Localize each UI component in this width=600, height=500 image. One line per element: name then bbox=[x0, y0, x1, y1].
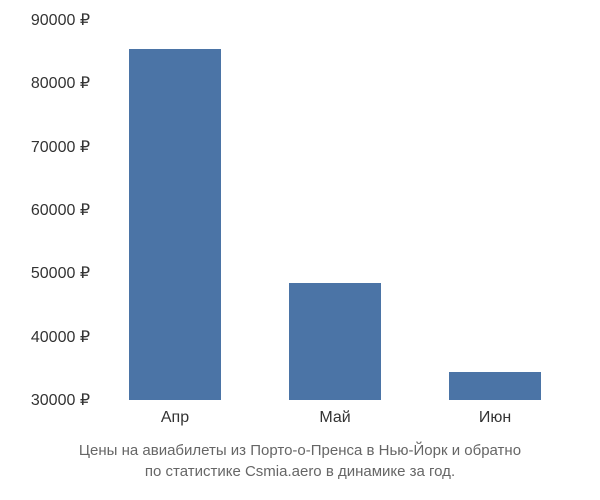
x-axis: Апр Май Июн bbox=[95, 405, 575, 435]
y-axis: 30000 ₽40000 ₽50000 ₽60000 ₽70000 ₽80000… bbox=[0, 20, 90, 400]
y-tick-label: 30000 ₽ bbox=[31, 390, 90, 410]
y-tick-label: 50000 ₽ bbox=[31, 263, 90, 283]
plot-area bbox=[95, 20, 575, 400]
caption-line-1: Цены на авиабилеты из Порто-о-Пренса в Н… bbox=[0, 440, 600, 461]
x-tick-label: Май bbox=[319, 409, 350, 427]
bar bbox=[289, 283, 382, 400]
x-tick-label: Июн bbox=[479, 409, 511, 427]
price-bar-chart: 30000 ₽ 40000 ₽ 50000 ₽ 60000 ₽ 70000 ₽ 80000… bbox=[0, 0, 600, 500]
y-tick-label: 60000 ₽ bbox=[31, 200, 90, 220]
caption-line-2: по статистике Csmia.aero в динамике за г… bbox=[0, 461, 600, 482]
bar bbox=[449, 372, 542, 401]
chart-caption: Цены на авиабилеты из Порто-о-Пренса в Н… bbox=[0, 440, 600, 482]
bar bbox=[129, 49, 222, 401]
y-tick-label: 70000 ₽ bbox=[31, 137, 90, 157]
y-tick-label: 80000 ₽ bbox=[31, 73, 90, 93]
y-tick-label: 90000 ₽ bbox=[31, 10, 90, 30]
y-tick-label: 40000 ₽ bbox=[31, 327, 90, 347]
x-tick-label: Апр bbox=[161, 409, 189, 427]
